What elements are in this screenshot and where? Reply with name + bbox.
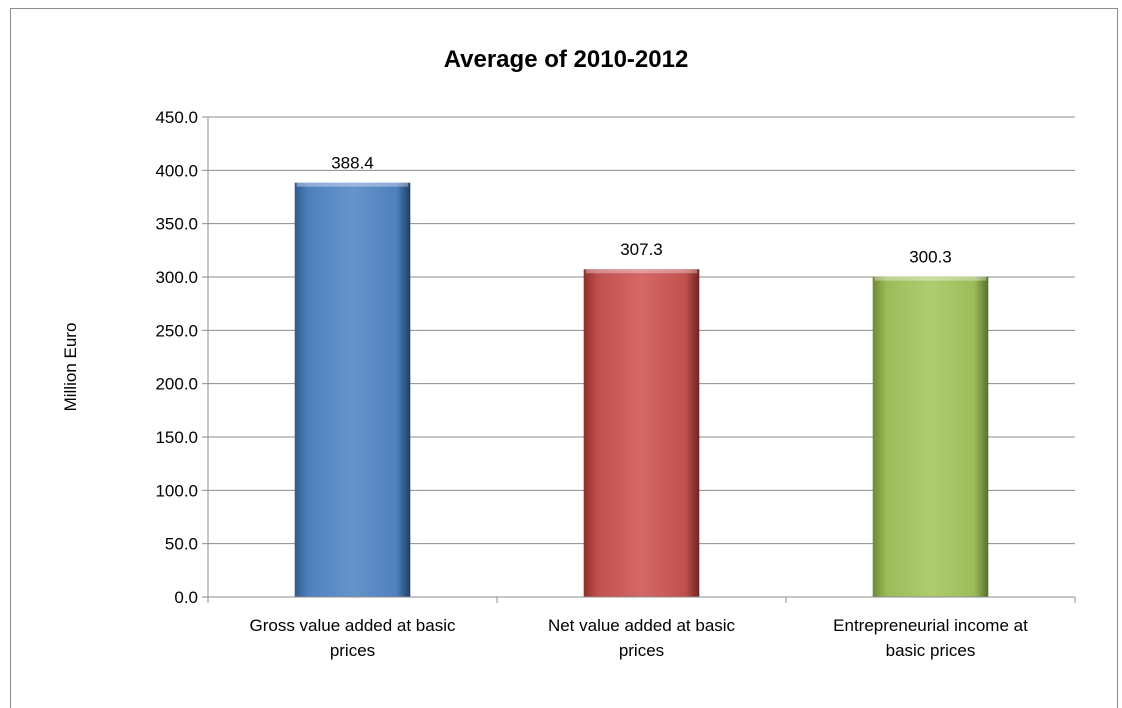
x-category-label: Net value added at basic: [548, 616, 736, 635]
bar-bevel: [875, 277, 987, 281]
data-label: 388.4: [331, 154, 374, 173]
data-label: 300.3: [909, 248, 952, 267]
y-tick-label: 400.0: [155, 161, 198, 180]
y-tick-label: 250.0: [155, 321, 198, 340]
x-category-label: Gross value added at basic: [249, 616, 456, 635]
y-tick-label: 350.0: [155, 215, 198, 234]
x-axis-categories: Gross value added at basic prices Net valu…: [249, 616, 1028, 660]
bar-series: 388.4 307.3 300.3: [295, 154, 989, 597]
bar-bevel: [586, 269, 698, 273]
bar: [873, 277, 989, 597]
x-category-label: Entrepreneurial income at: [833, 616, 1028, 635]
y-tick-label: 150.0: [155, 428, 198, 447]
y-tick-label: 300.0: [155, 268, 198, 287]
bar-bevel: [297, 183, 409, 187]
x-category-label: prices: [330, 641, 375, 660]
x-category-label: basic prices: [886, 641, 976, 660]
y-tick-label: 200.0: [155, 375, 198, 394]
y-tick-label: 450.0: [155, 108, 198, 127]
y-tick-label: 100.0: [155, 481, 198, 500]
chart-title: Average of 2010-2012: [444, 46, 689, 73]
y-tick-label: 0.0: [174, 588, 198, 607]
bar: [295, 183, 411, 597]
y-axis-ticks: 0.0 50.0 100.0 150.0 200.0 250.0 300.0 350.0 400…: [155, 108, 208, 607]
y-axis-label: Million Euro: [61, 323, 80, 412]
data-label: 307.3: [620, 240, 663, 259]
y-tick-label: 50.0: [165, 535, 198, 554]
x-category-label: prices: [619, 641, 664, 660]
bar: [584, 269, 700, 597]
